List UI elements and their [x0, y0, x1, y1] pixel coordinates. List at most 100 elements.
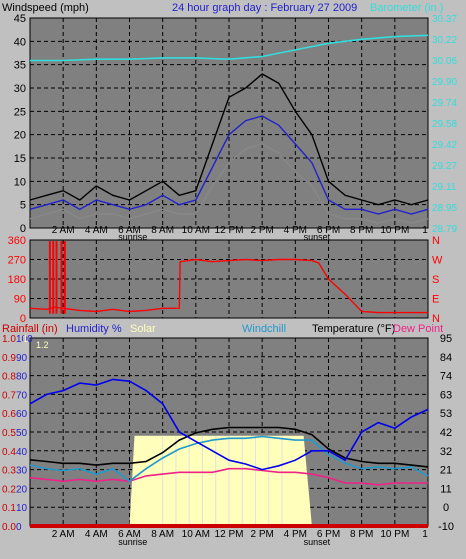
rainfall-tick: 0.3 — [2, 466, 16, 477]
x-tick-label: 12 PM — [215, 225, 244, 236]
temperature-tick: -10 — [438, 521, 454, 533]
sunset-label: sunset — [304, 232, 331, 242]
x-tick-label: 6 PM — [317, 225, 340, 236]
series-barometer--in-- — [30, 34, 429, 62]
x-tick-label: 10 AM — [182, 529, 210, 540]
rainfall-tick: 0.9 — [2, 353, 16, 364]
legend-windchill: Windchill — [242, 323, 286, 335]
temperature-tick: 74 — [440, 371, 452, 383]
temperature-tick: 84 — [440, 352, 452, 364]
series-windchill — [29, 435, 429, 483]
windspeed-axis-title: Windspeed (mph) — [2, 2, 89, 14]
barometer-axis-title: Barometer (in.) — [370, 2, 443, 14]
barometer-tick: 30.37 — [432, 14, 457, 25]
direction-tick: 180 — [8, 274, 26, 286]
series-temperature---f- — [29, 426, 429, 468]
rainfall-tick: 0.4 — [2, 447, 16, 458]
humidity-tick: 30 — [16, 466, 28, 477]
barometer-tick: 29.11 — [432, 182, 457, 193]
windspeed-tick: 35 — [14, 60, 26, 72]
windspeed-tick: 20 — [14, 130, 26, 142]
barometer-tick: 28.79 — [432, 224, 457, 235]
x-tick-label: 12 PM — [215, 529, 244, 540]
rainfall-tick: 0.2 — [2, 484, 16, 495]
rainfall-tick: 0.7 — [2, 390, 16, 401]
windspeed-tick: 30 — [14, 83, 26, 95]
sunset-label: sunset — [304, 537, 331, 547]
barometer-tick: 29.27 — [432, 161, 457, 172]
humidity-tick: 80 — [16, 372, 28, 383]
humidity-tick: 20 — [16, 484, 28, 495]
temperature-tick: 95 — [440, 333, 452, 345]
barometer-tick: 29.74 — [432, 98, 457, 109]
humidity-tick: 90 — [16, 353, 28, 364]
rainfall-tick: 0.6 — [2, 409, 16, 420]
x-tick-label: 1 — [422, 529, 428, 540]
direction-tick: 90 — [14, 294, 26, 306]
compass-label: N — [432, 235, 440, 247]
series-direction — [29, 258, 428, 314]
barometer-tick: 30.22 — [432, 35, 457, 46]
x-tick-label: 8 PM — [350, 225, 373, 236]
series-gust — [29, 73, 429, 206]
compass-label: N — [432, 313, 440, 325]
x-tick-label: 10 PM — [380, 529, 409, 540]
sunrise-label: sunrise — [118, 537, 147, 547]
series-humidity-- — [29, 378, 429, 471]
direction-tick: 0 — [20, 313, 26, 325]
x-tick-label: 4 PM — [284, 529, 307, 540]
x-tick-label: 6 PM — [317, 529, 340, 540]
temperature-tick: 21 — [440, 465, 452, 477]
windspeed-tick: 40 — [14, 36, 26, 48]
series-solar — [129, 435, 312, 526]
rainfall-tick: 1.0 — [2, 334, 16, 345]
temperature-tick: 32 — [440, 446, 452, 458]
compass-label: S — [432, 274, 439, 286]
temperature-tick: 11 — [440, 483, 451, 495]
solar-tick: 1 — [22, 334, 28, 345]
legend-rainfall: Rainfall (in) — [2, 323, 58, 335]
x-tick-label: 2 AM — [52, 225, 75, 236]
sunrise-label: sunrise — [118, 232, 147, 242]
temperature-tick: 53 — [440, 408, 452, 420]
x-tick-label: 4 AM — [85, 529, 108, 540]
humidity-tick: 100 — [16, 334, 33, 345]
x-tick-label: 8 PM — [350, 529, 373, 540]
series-dew-point — [29, 467, 428, 486]
temperature-tick: 0 — [443, 502, 449, 514]
x-tick-label: 10 AM — [182, 225, 210, 236]
rainfall-tick: 0.1 — [2, 503, 16, 514]
x-tick-label: 8 AM — [151, 225, 174, 236]
x-tick-label: 2 AM — [52, 529, 75, 540]
windspeed-tick: 5 — [20, 200, 26, 212]
compass-label: E — [432, 294, 439, 306]
legend-humidity: Humidity % — [66, 323, 122, 335]
humidity-tick: 70 — [16, 390, 28, 401]
humidity-tick: 10 — [16, 503, 28, 514]
legend-temperature: Temperature (°F) — [312, 323, 395, 335]
x-tick-label: 4 AM — [85, 225, 108, 236]
wind-barometer-panel: Windspeed (mph) 24 hour graph day : Febr… — [2, 2, 457, 242]
x-tick-label: 2 PM — [250, 529, 273, 540]
x-tick-label: 8 AM — [151, 529, 174, 540]
legend-dewpoint: Dew Point — [393, 323, 443, 335]
humidity-tick: 40 — [16, 447, 28, 458]
humidity-tick: 0 — [16, 522, 22, 533]
chart-title: 24 hour graph day : February 27 2009 — [172, 2, 357, 14]
humidity-tick: 60 — [16, 409, 28, 420]
series-average — [29, 115, 429, 215]
temperature-tick: 42 — [440, 427, 452, 439]
barometer-tick: 30.06 — [432, 56, 457, 67]
x-tick-label: 6 AM — [118, 529, 141, 540]
rainfall-tick: 0.5 — [2, 428, 16, 439]
solar-tick: 1.2 — [36, 340, 49, 350]
x-tick-label: 2 PM — [250, 225, 273, 236]
rainfall-tick: 0.8 — [2, 372, 16, 383]
humidity-tick: 50 — [16, 428, 28, 439]
rainfall-tick: 0.0 — [2, 522, 16, 533]
windspeed-tick: 25 — [14, 106, 26, 118]
barometer-tick: 28.95 — [432, 203, 457, 214]
windspeed-tick: 45 — [14, 13, 26, 25]
